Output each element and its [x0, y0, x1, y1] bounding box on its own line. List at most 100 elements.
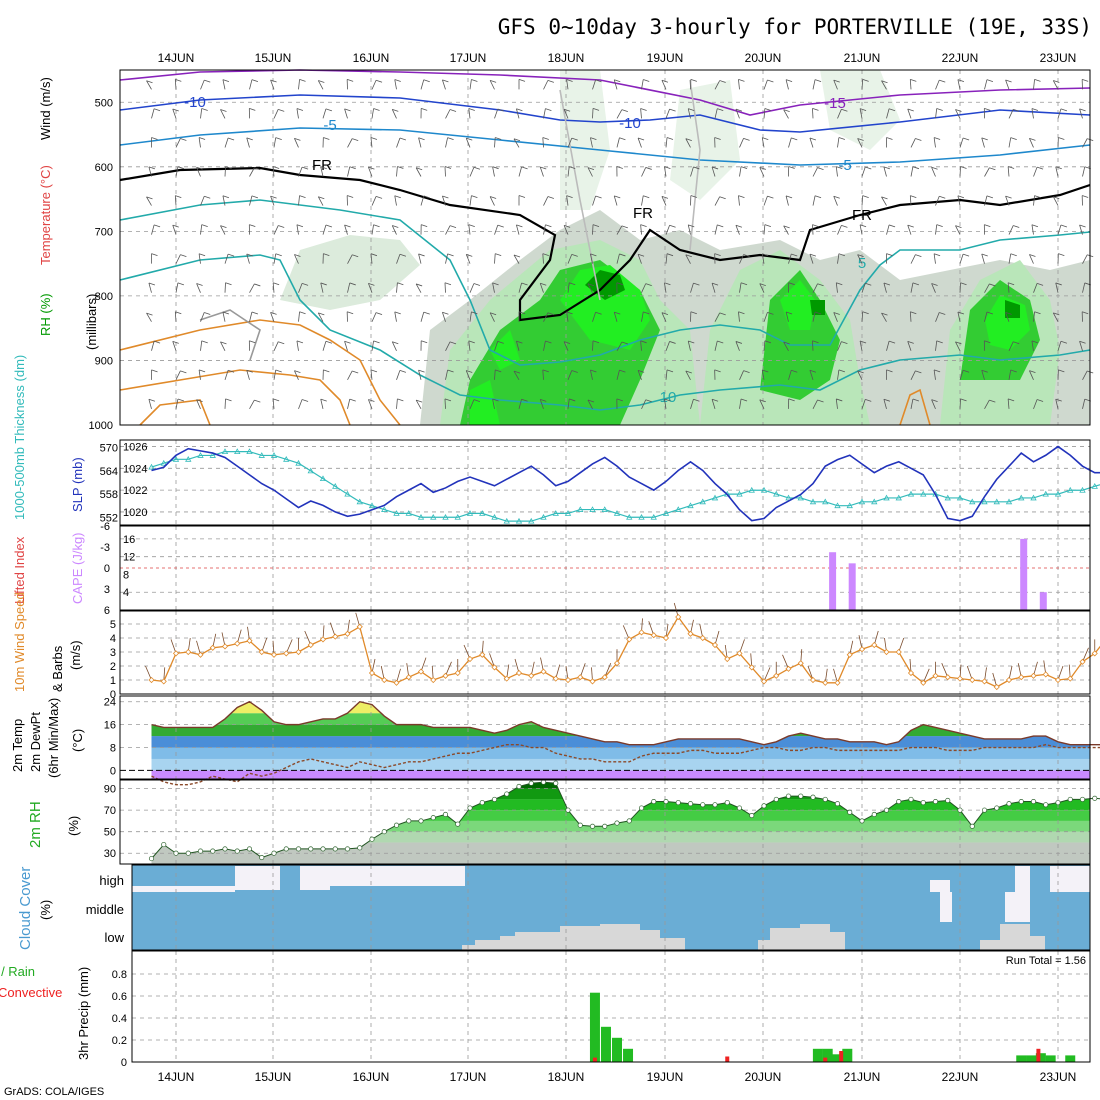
wind-barb-77: [296, 224, 304, 235]
wind-barb-17: [172, 224, 179, 235]
temp-line: [151, 700, 1100, 746]
thickness-point-20: [393, 510, 400, 516]
wind-barb-flag: [418, 369, 425, 373]
wind-barb-400: [957, 195, 965, 206]
wind10-point-14: [319, 636, 327, 643]
wind-barb-staff: [637, 254, 642, 264]
wind-barb-staff: [616, 225, 623, 235]
wind-barb-376: [909, 195, 917, 206]
wind-barb-127: [396, 282, 404, 293]
wind-barb-staff: [370, 369, 373, 380]
wind-barb-flag: [323, 253, 330, 257]
wind-barb-staff: [249, 167, 255, 177]
wind-barb-staff: [469, 283, 475, 293]
wind-barb-187: [518, 282, 528, 293]
wind-barb-staff: [711, 283, 716, 293]
wind-barb-staff: [198, 253, 201, 264]
wind-barb-staff: [883, 399, 887, 409]
wind-barb-391: [931, 283, 938, 293]
wind-barb-286: [714, 369, 721, 380]
rh-shade-17: [810, 300, 825, 315]
wind-barb-flag: [621, 109, 628, 113]
wind10-point-60: [883, 648, 890, 656]
wind-barb-flag: [714, 253, 721, 257]
wind-barb-flag: [153, 224, 161, 228]
wind-barb-staff: [1005, 196, 1010, 206]
wind-barb-staff: [935, 312, 940, 322]
rh-point-38: [614, 820, 620, 826]
wind-barb-staff: [641, 167, 647, 177]
wind-barb-172: [489, 196, 497, 206]
wind-barb-46: [224, 369, 235, 380]
rh-point-65: [945, 797, 951, 804]
slp-tick-2: 1022: [123, 485, 147, 497]
wind-barb-flag: [392, 108, 399, 112]
wind-barb-270: [685, 254, 692, 264]
wind-barb-staff: [959, 370, 964, 380]
wind-barb-flag: [204, 79, 211, 83]
wind-barb-staff: [272, 166, 275, 177]
wind-barb-staff: [273, 137, 277, 148]
wind-barb-flag: [984, 224, 991, 227]
wind-barb-flag: [1082, 195, 1089, 198]
wind-barb-staff: [788, 370, 792, 380]
wind-barb-flag: [640, 340, 647, 344]
precip-bar-5: [822, 1048, 833, 1062]
wind-barb-109: [371, 108, 380, 119]
wind-barb-staff: [711, 166, 716, 177]
wind-barb-flag: [955, 341, 962, 345]
wind-barb-126: [396, 253, 407, 264]
wind-barb-staff: [347, 138, 353, 148]
wind-barb-355: [861, 282, 872, 293]
wind-barb-staff: [590, 137, 593, 148]
wind-barb-staff: [590, 369, 593, 380]
wind-barb-371: [883, 398, 891, 409]
upper-air-panel: -10-5FR-15-10-5FR FR510500600700800900100…: [89, 69, 1094, 432]
wind-tick-5: 0: [110, 689, 116, 701]
wind-barb-staff: [200, 79, 205, 90]
wind-barb-staff: [1033, 195, 1035, 206]
wind10-point-20: [393, 679, 400, 686]
wind-barb-flag: [814, 79, 822, 82]
wind-barb-flag: [912, 282, 920, 286]
wind-barb-flag: [175, 311, 182, 315]
wind-barb-staff: [224, 282, 226, 293]
wind-barb-89: [322, 224, 333, 235]
wind-barb-113: [371, 224, 380, 235]
wind-barb-staff: [567, 166, 570, 177]
thickness-point-63: [920, 490, 927, 497]
wind-barb-453: [1057, 340, 1068, 351]
li-tick-0: -6: [100, 521, 110, 533]
thickness-point-13: [307, 467, 314, 474]
contour-label-3: -15: [824, 95, 846, 112]
wind-barb-staff: [567, 254, 573, 264]
wind-barb-staff: [763, 108, 766, 119]
wind10-point-13: [307, 641, 314, 649]
rh-point-71: [1018, 798, 1024, 805]
wind-barb-170: [494, 137, 502, 148]
wind-barb-staff: [837, 225, 842, 235]
wind-barb-staff: [396, 166, 398, 177]
wind-barb-436: [1033, 195, 1041, 206]
wind-barb-300: [763, 79, 774, 90]
wind-barb-flag: [172, 108, 179, 112]
wind10-point-45: [699, 634, 706, 642]
conv-bar-1: [725, 1056, 730, 1062]
wind-barb-flag: [301, 166, 309, 170]
wind-barb-staff: [539, 399, 544, 409]
wind-barb-196: [543, 196, 555, 206]
wind-barb-71: [272, 398, 280, 409]
wind-barb-174: [494, 253, 502, 264]
wind-barb-flag: [688, 108, 695, 112]
wind-barb-flag: [473, 399, 481, 403]
wind10-barb-74: [1057, 665, 1064, 681]
wind-barb-staff: [418, 370, 422, 380]
thickness-point-48: [736, 490, 743, 497]
wind-barb-staff: [592, 108, 594, 119]
wind-barb-staff: [196, 167, 201, 177]
wind-barb-38: [224, 137, 235, 148]
wind-barb-flag: [204, 312, 211, 315]
wind-barb-staff: [296, 108, 299, 119]
wind-barb-flag: [690, 311, 697, 315]
wind10-point-65: [944, 674, 951, 681]
